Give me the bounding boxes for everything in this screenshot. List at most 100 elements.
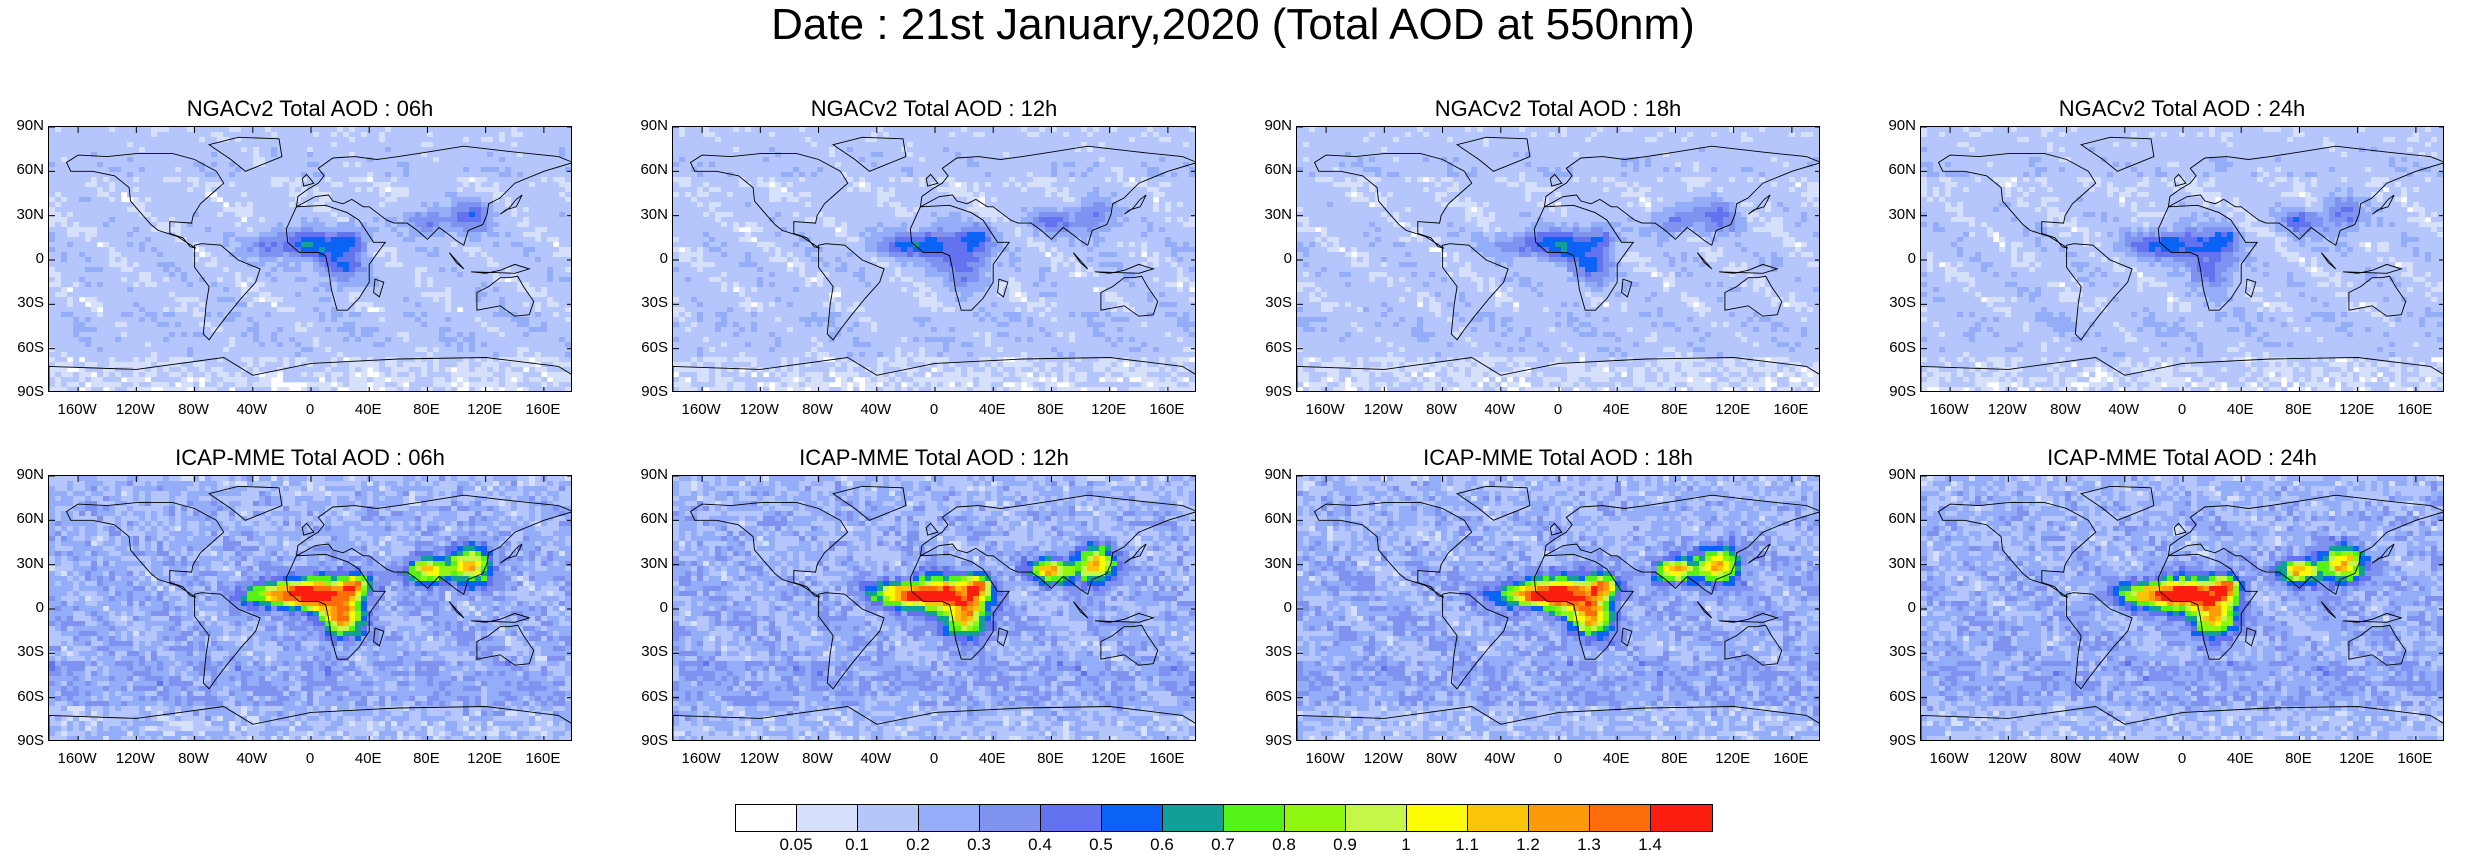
colorbar-label: 0.3 xyxy=(949,836,1009,854)
colorbar-swatch xyxy=(1041,805,1102,831)
lon-tick-label: 120E xyxy=(455,402,515,418)
coastline xyxy=(373,278,385,298)
coastline xyxy=(1747,194,1771,215)
lat-tick-label: 90N xyxy=(1886,467,1916,483)
colorbar-label: 0.8 xyxy=(1254,836,1314,854)
lon-tick-label: 160E xyxy=(2385,751,2445,767)
coastline xyxy=(1297,706,1819,740)
lat-tick-label: 30S xyxy=(1886,644,1916,660)
coastline xyxy=(1533,204,1635,311)
coastline xyxy=(1533,553,1635,660)
panel-title: NGACv2 Total AOD : 06h xyxy=(48,96,572,122)
panel-title: NGACv2 Total AOD : 24h xyxy=(1920,96,2444,122)
colorbar-swatch xyxy=(919,805,980,831)
lon-tick-label: 40W xyxy=(2094,402,2154,418)
coastline xyxy=(832,136,907,172)
lon-tick-label: 80E xyxy=(1644,751,1704,767)
lat-tick-label: 60S xyxy=(14,339,44,356)
lon-tick-label: 80W xyxy=(164,402,224,418)
lon-tick-label: 40E xyxy=(1586,402,1646,418)
coastline xyxy=(1072,601,1089,619)
lon-tick-label: 80E xyxy=(1020,402,1080,418)
lon-tick-label: 80E xyxy=(2268,402,2328,418)
lat-tick-label: 0 xyxy=(14,251,44,267)
coastline xyxy=(499,543,523,564)
aod-field xyxy=(1921,127,2443,391)
lon-tick-label: 0 xyxy=(904,402,964,418)
coastline xyxy=(1621,278,1633,298)
coastline xyxy=(208,136,283,172)
lon-tick-label: 120W xyxy=(1977,751,2037,767)
coastline xyxy=(1543,145,1819,246)
lon-tick-label: 80E xyxy=(396,402,456,418)
lat-tick-label: 0 xyxy=(1886,251,1916,267)
coastline xyxy=(194,592,261,690)
coastline xyxy=(1724,624,1783,666)
coastline xyxy=(2080,485,2155,521)
lon-tick-label: 40E xyxy=(338,402,398,418)
lon-tick-label: 120E xyxy=(1703,751,1763,767)
lat-tick-label: 60N xyxy=(1886,162,1916,178)
lat-tick-label: 60S xyxy=(1886,688,1916,705)
coastline xyxy=(997,278,1009,298)
coastline xyxy=(295,494,571,595)
lon-tick-label: 120W xyxy=(729,751,789,767)
lat-tick-label: 90N xyxy=(1262,467,1292,483)
lat-tick-label: 60S xyxy=(1886,339,1916,356)
lat-tick-label: 0 xyxy=(1262,600,1292,616)
coastline xyxy=(1072,252,1089,270)
coastline xyxy=(49,706,571,740)
coastline xyxy=(1313,502,1473,598)
lon-tick-label: 160W xyxy=(671,402,731,418)
coastline xyxy=(2320,252,2337,270)
lon-tick-label: 160W xyxy=(1919,751,1979,767)
lon-tick-label: 40W xyxy=(2094,751,2154,767)
lat-tick-label: 0 xyxy=(638,251,668,267)
colorbar-label: 1.2 xyxy=(1498,836,1558,854)
lon-tick-label: 40E xyxy=(2210,402,2270,418)
lon-tick-label: 80W xyxy=(2036,751,2096,767)
coastline xyxy=(2167,494,2443,595)
coastline xyxy=(919,494,1195,595)
coastline xyxy=(925,522,939,536)
colorbar-swatch xyxy=(736,805,797,831)
coastline xyxy=(301,522,315,536)
lat-tick-label: 90N xyxy=(14,467,44,483)
figure-title: Date : 21st January,2020 (Total AOD at 5… xyxy=(0,0,2466,50)
coastline xyxy=(1549,522,1563,536)
coastline xyxy=(1696,252,1713,270)
colorbar-label: 0.4 xyxy=(1010,836,1070,854)
colorbar-label: 0.2 xyxy=(888,836,948,854)
lon-tick-label: 0 xyxy=(280,402,340,418)
lon-tick-label: 0 xyxy=(280,751,340,767)
colorbar-swatch xyxy=(1102,805,1163,831)
lon-tick-label: 160W xyxy=(47,751,107,767)
colorbar-label: 0.6 xyxy=(1132,836,1192,854)
colorbar-label: 0.5 xyxy=(1071,836,1131,854)
colorbar-label: 1.4 xyxy=(1620,836,1680,854)
aod-field xyxy=(673,476,1195,740)
aod-field xyxy=(49,476,571,740)
coastline xyxy=(673,357,1195,391)
coastline xyxy=(1123,543,1147,564)
lon-tick-label: 40W xyxy=(222,751,282,767)
colorbar-label: 0.7 xyxy=(1193,836,1253,854)
colorbar-swatch xyxy=(1285,805,1346,831)
lon-tick-label: 40W xyxy=(1470,751,1530,767)
lon-tick-label: 40E xyxy=(962,751,1022,767)
coastline xyxy=(448,601,465,619)
lat-tick-label: 30N xyxy=(1262,206,1292,223)
coastline xyxy=(2167,145,2443,246)
lat-tick-label: 30N xyxy=(14,555,44,572)
coastline xyxy=(49,357,571,391)
lon-tick-label: 160E xyxy=(513,751,573,767)
lat-tick-label: 90S xyxy=(14,733,44,749)
lat-tick-label: 30S xyxy=(1262,295,1292,311)
lon-tick-label: 120W xyxy=(105,751,165,767)
lat-tick-label: 0 xyxy=(1262,251,1292,267)
lon-tick-label: 40E xyxy=(962,402,1022,418)
lat-tick-label: 60S xyxy=(638,688,668,705)
map-panel xyxy=(672,126,1196,392)
coastline xyxy=(2343,263,2403,274)
lon-tick-label: 160W xyxy=(671,751,731,767)
